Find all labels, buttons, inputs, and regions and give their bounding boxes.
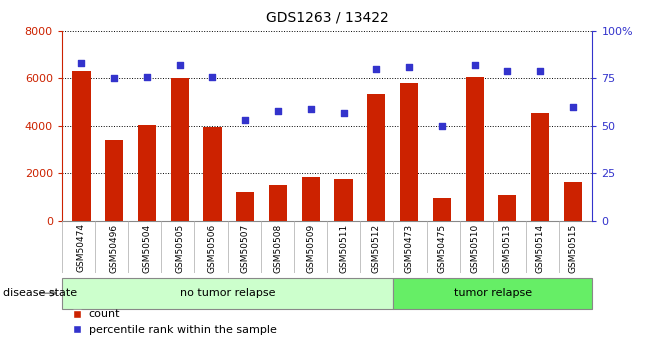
- Point: [339, 110, 349, 115]
- Text: GSM50496: GSM50496: [110, 224, 118, 273]
- Bar: [531, 113, 549, 221]
- Text: GSM50511: GSM50511: [339, 224, 348, 273]
- Point: [404, 64, 414, 70]
- Bar: [236, 193, 255, 221]
- Bar: [62, 278, 393, 309]
- Point: [469, 62, 480, 68]
- Bar: [433, 198, 450, 221]
- Bar: [393, 278, 592, 309]
- Point: [371, 66, 381, 72]
- Point: [174, 62, 185, 68]
- Text: GSM50507: GSM50507: [241, 224, 250, 273]
- Text: GSM50514: GSM50514: [536, 224, 544, 273]
- Bar: [138, 125, 156, 221]
- Point: [142, 74, 152, 79]
- Text: no tumor relapse: no tumor relapse: [180, 288, 275, 298]
- Point: [76, 61, 87, 66]
- Bar: [204, 127, 221, 221]
- Text: GSM50513: GSM50513: [503, 224, 512, 273]
- Bar: [498, 195, 516, 221]
- Text: GSM50510: GSM50510: [470, 224, 479, 273]
- Text: GSM50515: GSM50515: [568, 224, 577, 273]
- Bar: [269, 185, 287, 221]
- Point: [305, 106, 316, 112]
- Bar: [302, 177, 320, 221]
- Bar: [335, 179, 352, 221]
- Text: GSM50508: GSM50508: [273, 224, 283, 273]
- Text: GSM50475: GSM50475: [437, 224, 446, 273]
- Text: GDS1263 / 13422: GDS1263 / 13422: [266, 10, 389, 24]
- Point: [568, 104, 578, 110]
- Point: [437, 123, 447, 129]
- Text: GSM50473: GSM50473: [404, 224, 413, 273]
- Text: GSM50474: GSM50474: [77, 224, 86, 273]
- Text: GSM50505: GSM50505: [175, 224, 184, 273]
- Text: GSM50504: GSM50504: [143, 224, 152, 273]
- Bar: [105, 140, 123, 221]
- Bar: [72, 71, 90, 221]
- Bar: [465, 77, 484, 221]
- Text: GSM50512: GSM50512: [372, 224, 381, 273]
- Bar: [400, 83, 418, 221]
- Text: GSM50506: GSM50506: [208, 224, 217, 273]
- Text: tumor relapse: tumor relapse: [454, 288, 532, 298]
- Text: disease state: disease state: [3, 288, 77, 298]
- Point: [207, 74, 217, 79]
- Bar: [171, 79, 189, 221]
- Legend: count, percentile rank within the sample: count, percentile rank within the sample: [68, 305, 281, 339]
- Point: [109, 76, 119, 81]
- Text: GSM50509: GSM50509: [306, 224, 315, 273]
- Point: [240, 117, 251, 123]
- Point: [502, 68, 512, 74]
- Point: [273, 108, 283, 114]
- Bar: [564, 182, 582, 221]
- Point: [535, 68, 546, 74]
- Bar: [367, 94, 385, 221]
